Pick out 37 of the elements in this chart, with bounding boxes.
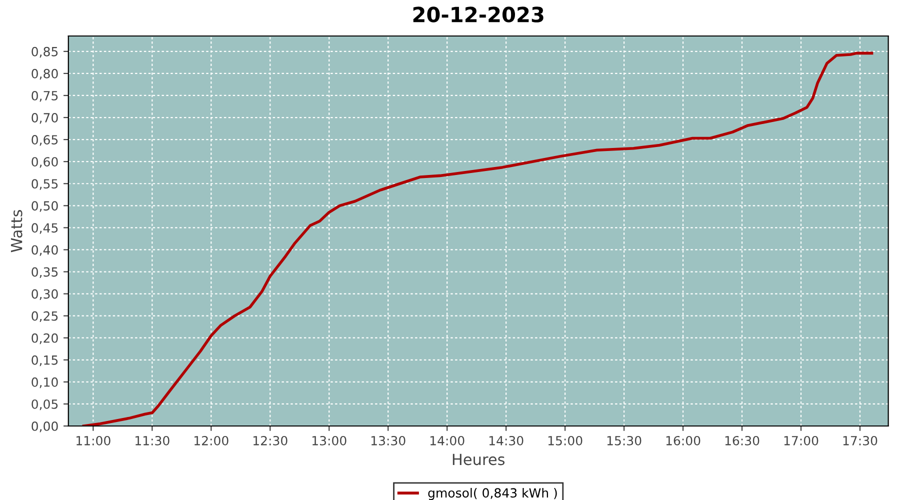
y-tick-label: 0,80 <box>32 68 58 80</box>
x-tick-label: 11:00 <box>76 436 110 446</box>
y-tick-label: 0,45 <box>32 223 58 234</box>
x-tick-label: 14:30 <box>489 436 524 446</box>
y-tick-label: 0,50 <box>32 201 58 212</box>
y-tick-label: 0,00 <box>32 421 58 432</box>
y-tick-label: 0,35 <box>32 267 58 278</box>
y-tick-label: 0,25 <box>32 311 58 322</box>
x-tick-label: 16:00 <box>666 436 700 446</box>
chart-title: 20-12-2023 <box>413 6 544 22</box>
y-tick-label: 0,85 <box>32 46 58 58</box>
x-tick-label: 16:30 <box>725 436 760 446</box>
x-tick-label: 11:30 <box>136 436 170 446</box>
x-tick-label: 15:00 <box>548 436 582 446</box>
y-tick-label: 0,65 <box>32 135 58 146</box>
x-tick-label: 13:00 <box>312 436 346 446</box>
x-tick-label: 13:30 <box>371 436 406 446</box>
y-tick-label: 0,75 <box>32 90 58 102</box>
x-axis-title: Heures <box>452 454 505 466</box>
x-tick-label: 15:30 <box>607 436 642 446</box>
y-tick-label: 0,20 <box>32 333 58 344</box>
y-tick-label: 0,55 <box>32 179 58 190</box>
y-tick-label: 0,10 <box>32 377 58 388</box>
y-tick-label: 0,30 <box>32 289 58 300</box>
y-tick-label: 0,15 <box>32 355 58 366</box>
x-tick-label: 14:00 <box>430 436 464 446</box>
x-tick-label: 17:00 <box>784 436 818 446</box>
y-tick-label: 0,05 <box>32 399 58 410</box>
x-tick-label: 17:30 <box>843 436 878 446</box>
y-tick-label: 0,40 <box>32 245 58 256</box>
x-tick-label: 12:00 <box>194 436 228 446</box>
y-tick-label: 0,60 <box>32 157 58 168</box>
y-tick-label: 0,70 <box>32 112 58 124</box>
line-series <box>82 52 874 426</box>
y-axis-title: Watts <box>10 210 22 252</box>
legend-label: gmosol( 0,843 kWh ) <box>428 488 557 500</box>
x-tick-label: 12:30 <box>253 436 288 446</box>
